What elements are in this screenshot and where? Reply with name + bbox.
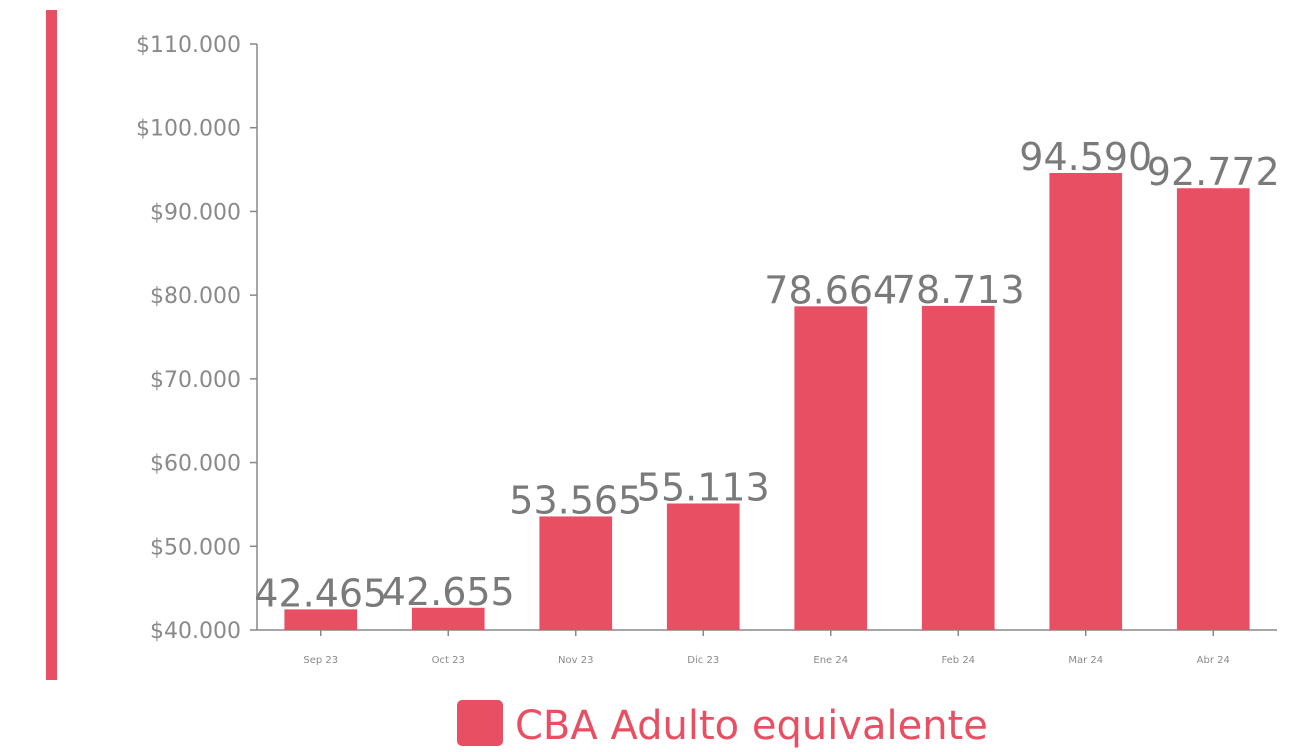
y-tick-label: $50.000	[150, 535, 241, 560]
value-label: 78.713	[892, 268, 1025, 312]
y-tick-label: $110.000	[136, 33, 241, 58]
value-label: 53.565	[509, 478, 642, 522]
y-tick-label: $40.000	[150, 619, 241, 644]
value-label: 78.664	[764, 268, 897, 312]
x-tick-label: Nov 23	[558, 655, 593, 666]
value-label: 94.590	[1019, 135, 1152, 179]
x-tick-label: Dic 23	[687, 655, 719, 666]
bar	[411, 607, 485, 630]
value-label: 55.113	[637, 465, 770, 509]
y-tick-label: $70.000	[150, 368, 241, 393]
bar	[921, 305, 995, 630]
value-label: 42.655	[382, 570, 515, 614]
bar	[1049, 173, 1123, 630]
x-tick-label: Sep 23	[303, 655, 338, 666]
accent-bar	[46, 10, 57, 680]
y-tick-label: $100.000	[136, 117, 241, 142]
bar	[1176, 188, 1250, 631]
x-tick-label: Feb 24	[941, 655, 975, 666]
x-tick-label: Abr 24	[1197, 655, 1230, 666]
y-tick-label: $90.000	[150, 200, 241, 225]
bar	[539, 516, 613, 630]
legend-label: CBA Adulto equivalente	[515, 703, 988, 749]
x-tick-label: Mar 24	[1068, 655, 1103, 666]
x-tick-label: Oct 23	[432, 655, 465, 666]
bar	[666, 503, 740, 630]
value-label: 92.772	[1147, 150, 1280, 194]
y-tick-label: $60.000	[150, 452, 241, 477]
bar	[284, 609, 358, 630]
x-tick-label: Ene 24	[813, 655, 848, 666]
bar	[794, 306, 868, 630]
value-label: 42.465	[254, 571, 387, 615]
y-tick-label: $80.000	[150, 284, 241, 309]
legend-swatch	[457, 700, 503, 746]
